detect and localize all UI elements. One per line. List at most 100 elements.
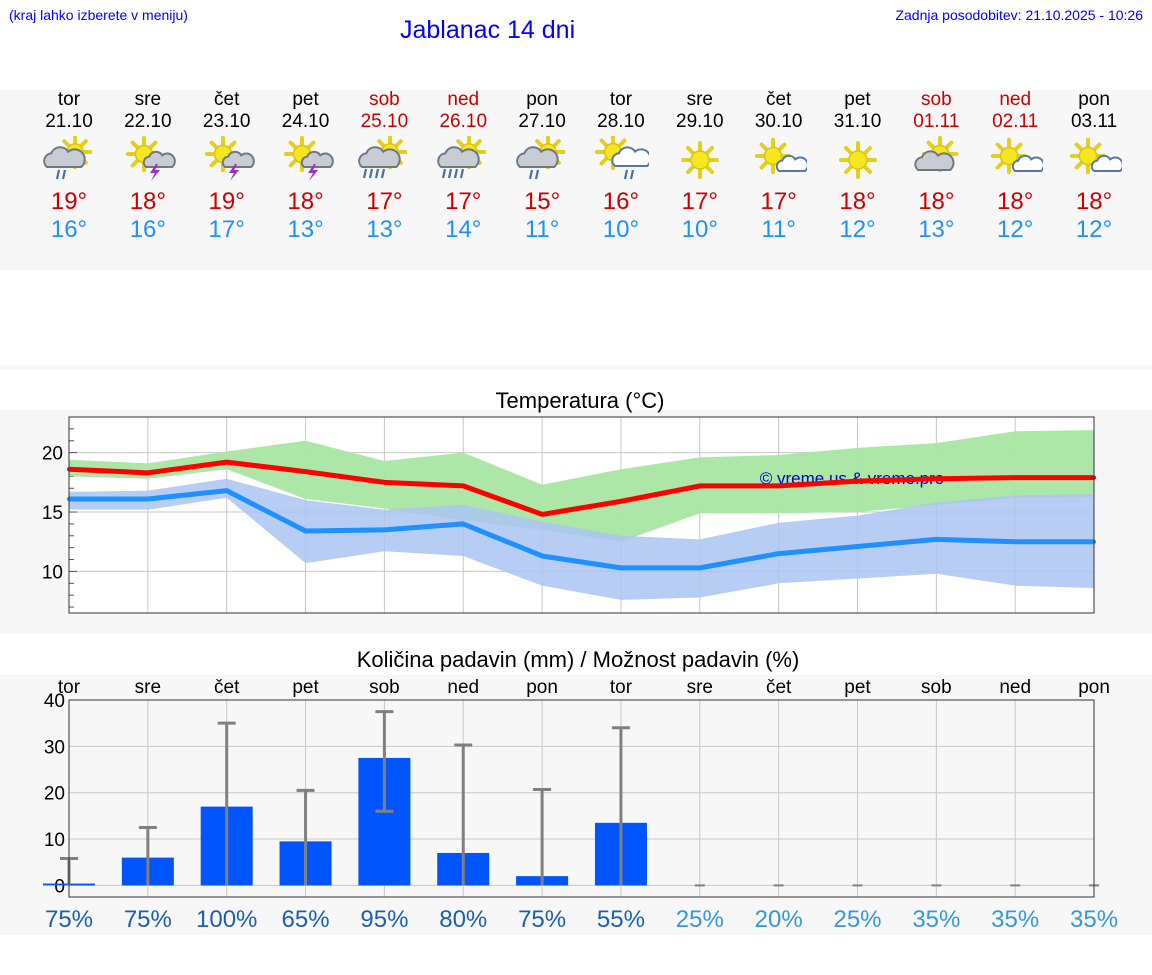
sun-cloud-heavy-rain-icon [437, 136, 487, 179]
sun-ray [861, 145, 872, 156]
day-column: sob 01.11 18° 13° [896, 89, 976, 244]
y-tick-label: 40 [44, 691, 65, 712]
x-tick-label: čet [214, 677, 240, 698]
temp-point-min [145, 496, 150, 501]
precip-probability: 75% [124, 906, 172, 933]
day-name: tor [57, 89, 81, 110]
sun-cloud-thunder-icon [204, 136, 255, 181]
sun-ray [944, 140, 954, 150]
last-update: Zadnja posodobitev: 21.10.2025 - 10:26 [895, 7, 1143, 23]
sun-ray [1074, 160, 1085, 170]
cloud-shape [611, 146, 649, 167]
location-menu-hint: (kraj lahko izberete v meniju) [9, 7, 188, 23]
rain-drop [375, 168, 380, 179]
temp-point-max [618, 499, 623, 504]
rain-drop [629, 169, 635, 180]
x-tick-label: čet [766, 677, 792, 698]
temp-band-min [69, 478, 1095, 600]
rain-drop [529, 169, 534, 180]
day-column: ned 02.11 18° 12° [975, 89, 1055, 244]
sun-cloud-rain-icon [516, 136, 566, 180]
sun-small-cloud-icon [1069, 137, 1123, 175]
sun-icon [680, 141, 719, 179]
precip-probability: 100% [196, 906, 257, 933]
separator [0, 365, 1152, 370]
temp-point-min [1013, 539, 1018, 544]
sun-ray [147, 140, 158, 150]
sun-cloud-thunder-icon [125, 136, 176, 181]
sun-ray [926, 140, 937, 150]
x-tick-label: sre [687, 677, 713, 698]
sun-ray [599, 156, 609, 166]
sun-ray [843, 145, 854, 156]
sun-white-cloud-rain-icon [594, 136, 649, 180]
page-title: Jablanac 14 dni [400, 16, 576, 44]
y-tick-label: 30 [44, 737, 65, 758]
precip-probability: 35% [912, 906, 960, 933]
sun-disc [999, 146, 1019, 166]
sun-ray [209, 158, 219, 168]
precip-probability: 20% [755, 906, 803, 933]
temp-point-max [382, 480, 387, 485]
day-name: sre [686, 89, 713, 110]
y-tick-label: 20 [42, 444, 63, 465]
x-tick-label: tor [610, 677, 633, 698]
temp-point-min [934, 537, 939, 542]
sun-ray [78, 139, 88, 149]
sun-cloud-rain-icon [516, 136, 566, 180]
sun-disc [763, 146, 782, 166]
temp-point-max [540, 512, 545, 517]
day-column: čet 23.10 19° 17° [187, 89, 267, 244]
temp-point-max [697, 483, 702, 488]
x-tick-label: sre [135, 677, 161, 698]
max-temperature: 18° [287, 188, 324, 215]
y-tick-label: 15 [42, 503, 63, 524]
sun-small-cloud-icon [1069, 137, 1123, 175]
sun-ray [551, 139, 561, 149]
sun-ray [704, 145, 714, 156]
sun-ray [288, 140, 298, 150]
day-date: 21.10 [45, 111, 93, 132]
sun-cloud-thunder-icon [283, 136, 334, 181]
sun-ray [843, 164, 854, 175]
sun-ray [616, 138, 627, 148]
day-name: sob [921, 89, 952, 110]
sun-white-cloud-rain-icon [594, 136, 649, 180]
sun-cloud-thunder-icon [283, 136, 334, 181]
max-temperature: 15° [523, 188, 561, 215]
cloud-shape [1090, 154, 1123, 172]
day-column: tor 28.10 16° 10° [581, 89, 661, 244]
temp-point-max [934, 476, 939, 481]
sun-ray [1092, 142, 1102, 152]
sun-small-cloud-icon [991, 137, 1044, 175]
sun-ray [456, 139, 466, 149]
temp-point-min [224, 488, 229, 493]
y-tick-label: 0 [54, 876, 65, 897]
day-name: čet [765, 89, 792, 110]
rain-drop [381, 168, 386, 179]
sun-ray [685, 145, 696, 156]
sun-ray [685, 164, 696, 175]
day-date: 28.10 [597, 111, 645, 132]
sun-icon [838, 141, 877, 179]
sun-ray [1013, 142, 1023, 152]
sun-small-cloud-icon [754, 137, 807, 175]
temp-point-min [855, 544, 860, 549]
temp-point-max [303, 469, 308, 474]
temp-point-max [855, 479, 860, 484]
day-name: pon [1078, 89, 1110, 110]
plot-frame [68, 699, 1095, 898]
day-date: 01.11 [913, 111, 960, 132]
min-temperature: 12° [839, 216, 876, 243]
temp-line-min [69, 488, 1095, 571]
sun-ray [759, 142, 769, 152]
rain-drop [442, 168, 447, 179]
sun-disc [847, 150, 868, 170]
day-date: 31.10 [833, 111, 882, 132]
sun-ray [394, 139, 404, 149]
sun-grey-cloud-icon [914, 136, 959, 173]
day-name: ned [999, 89, 1032, 110]
day-column: sob 25.10 17° 13° [344, 89, 424, 244]
sun-ray [1074, 142, 1085, 152]
